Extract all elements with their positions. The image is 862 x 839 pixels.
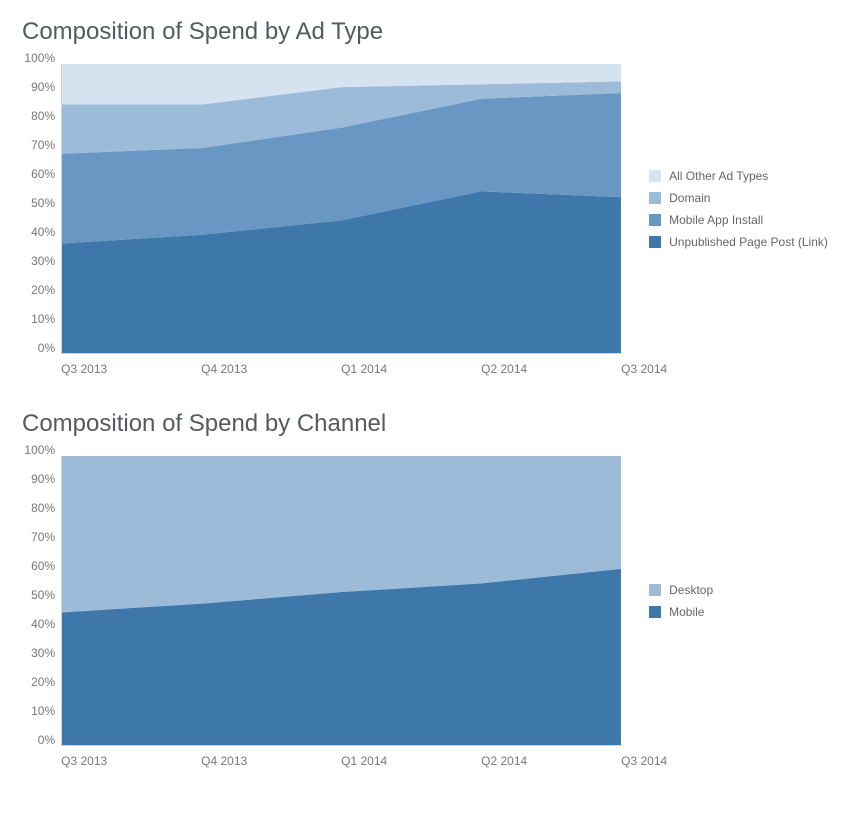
legend-label: Desktop xyxy=(669,583,713,597)
chart1-plot-wrap: Q3 2013Q4 2013Q1 2014Q2 2014Q3 2014 xyxy=(61,64,621,376)
chart2-legend-item: Desktop xyxy=(649,583,844,597)
chart1-legend-item: Unpublished Page Post (Link) xyxy=(649,235,844,249)
legend-label: Mobile xyxy=(669,605,704,619)
chart1-block: Composition of Spend by Ad Type 100%90%8… xyxy=(22,18,844,376)
legend-swatch-icon xyxy=(649,584,661,596)
chart1-legend-item: Domain xyxy=(649,191,844,205)
chart1-yaxis: 100%90%80%70%60%50%40%30%20%10%0% xyxy=(22,64,61,354)
chart1-legend: All Other Ad Types Domain Mobile App Ins… xyxy=(649,64,844,354)
chart2-block: Composition of Spend by Channel 100%90%8… xyxy=(22,410,844,768)
chart2-title: Composition of Spend by Channel xyxy=(22,410,844,438)
legend-label: All Other Ad Types xyxy=(669,169,768,183)
chart2-plot xyxy=(61,456,621,746)
chart1-svg xyxy=(62,64,621,353)
legend-swatch-icon xyxy=(649,214,661,226)
chart2-row: 100%90%80%70%60%50%40%30%20%10%0% Q3 201… xyxy=(22,456,844,768)
legend-swatch-icon xyxy=(649,170,661,182)
legend-swatch-icon xyxy=(649,192,661,204)
chart2-svg xyxy=(62,456,621,745)
legend-swatch-icon xyxy=(649,236,661,248)
chart1-row: 100%90%80%70%60%50%40%30%20%10%0% Q3 201… xyxy=(22,64,844,376)
legend-label: Unpublished Page Post (Link) xyxy=(669,235,828,249)
chart1-legend-item: All Other Ad Types xyxy=(649,169,844,183)
chart1-xaxis: Q3 2013Q4 2013Q1 2014Q2 2014Q3 2014 xyxy=(61,362,621,376)
legend-label: Mobile App Install xyxy=(669,213,763,227)
chart1-title: Composition of Spend by Ad Type xyxy=(22,18,844,46)
chart2-legend-item: Mobile xyxy=(649,605,844,619)
chart1-plot xyxy=(61,64,621,354)
chart1-legend-item: Mobile App Install xyxy=(649,213,844,227)
chart2-plot-wrap: Q3 2013Q4 2013Q1 2014Q2 2014Q3 2014 xyxy=(61,456,621,768)
legend-swatch-icon xyxy=(649,606,661,618)
chart2-xaxis: Q3 2013Q4 2013Q1 2014Q2 2014Q3 2014 xyxy=(61,754,621,768)
legend-label: Domain xyxy=(669,191,710,205)
chart2-legend: Desktop Mobile xyxy=(649,456,844,746)
chart2-yaxis: 100%90%80%70%60%50%40%30%20%10%0% xyxy=(22,456,61,746)
